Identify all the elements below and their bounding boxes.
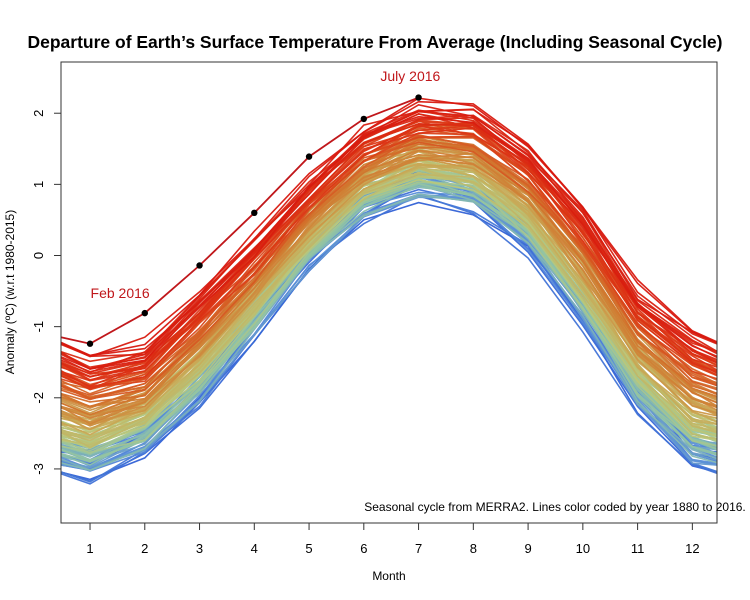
x-tick-label: 7 xyxy=(415,541,422,556)
year-line-2011 xyxy=(61,108,717,358)
series-2016-point xyxy=(305,153,313,160)
y-tick-label: 1 xyxy=(31,181,46,188)
x-tick-label: 2 xyxy=(141,541,148,556)
year-lines xyxy=(61,97,717,485)
x-axis-label: Month xyxy=(372,569,405,583)
series-2016-point xyxy=(196,262,203,269)
year-line-2015 xyxy=(61,97,717,357)
year-line-1922 xyxy=(61,177,717,461)
year-line-2012 xyxy=(61,115,717,370)
year-line-1980 xyxy=(61,146,717,403)
x-tick-label: 12 xyxy=(685,541,699,556)
x-tick-label: 1 xyxy=(86,541,93,556)
chart-note: Seasonal cycle from MERRA2. Lines color … xyxy=(364,500,746,514)
y-tick-label: -3 xyxy=(31,463,46,475)
year-line-1949 xyxy=(61,173,717,442)
series-2016-point xyxy=(251,209,258,217)
year-line-2014 xyxy=(61,100,717,358)
series-2016-point xyxy=(415,94,422,101)
y-axis-label: Anomaly (ºC) (w.r.t 1980-2015) xyxy=(3,210,17,374)
year-line-1948 xyxy=(61,167,717,439)
y-tick-label: -2 xyxy=(31,392,46,404)
year-line-2006 xyxy=(61,114,717,369)
year-line-1971 xyxy=(61,153,717,416)
x-axis: 1 2 3 4 5 6 7 8 9 10 11 12 xyxy=(86,523,700,556)
year-line-1999 xyxy=(61,127,717,382)
series-2016-line xyxy=(60,96,419,345)
annotation-label: Feb 2016 xyxy=(91,285,150,301)
year-line-1992 xyxy=(61,135,717,389)
y-tick-label: -1 xyxy=(31,321,46,333)
x-tick-label: 3 xyxy=(196,541,203,556)
plot-frame xyxy=(60,61,718,524)
year-line-1929 xyxy=(61,181,717,454)
x-tick-label: 11 xyxy=(631,541,645,556)
year-line-2010 xyxy=(61,110,717,370)
year-line-1915 xyxy=(61,193,717,472)
chart-title: Departure of Earth’s Surface Temperature… xyxy=(27,32,722,52)
y-tick-label: 2 xyxy=(31,110,46,117)
year-line-1973 xyxy=(61,156,717,420)
highlight-2016 xyxy=(60,94,422,347)
year-line-1986 xyxy=(61,141,717,400)
year-line-1881 xyxy=(61,201,717,481)
series-2016-point xyxy=(86,340,94,347)
x-tick-label: 9 xyxy=(524,541,531,556)
x-tick-label: 10 xyxy=(576,541,590,556)
y-tick-label: 0 xyxy=(31,252,46,259)
year-line-2013 xyxy=(61,103,717,357)
year-line-1888 xyxy=(61,193,717,485)
x-tick-label: 6 xyxy=(360,541,367,556)
series-2016-point xyxy=(360,115,368,123)
x-tick-label: 8 xyxy=(470,541,477,556)
x-tick-label: 5 xyxy=(305,541,312,556)
annotation-label: July 2016 xyxy=(380,68,440,84)
x-tick-label: 4 xyxy=(251,541,258,556)
year-line-1964 xyxy=(61,156,717,424)
y-axis: 2 1 0 -1 -2 -3 xyxy=(31,110,61,475)
annotations: Feb 2016 July 2016 xyxy=(91,68,441,301)
series-2016-point xyxy=(141,309,148,317)
year-line-1938 xyxy=(61,178,717,446)
